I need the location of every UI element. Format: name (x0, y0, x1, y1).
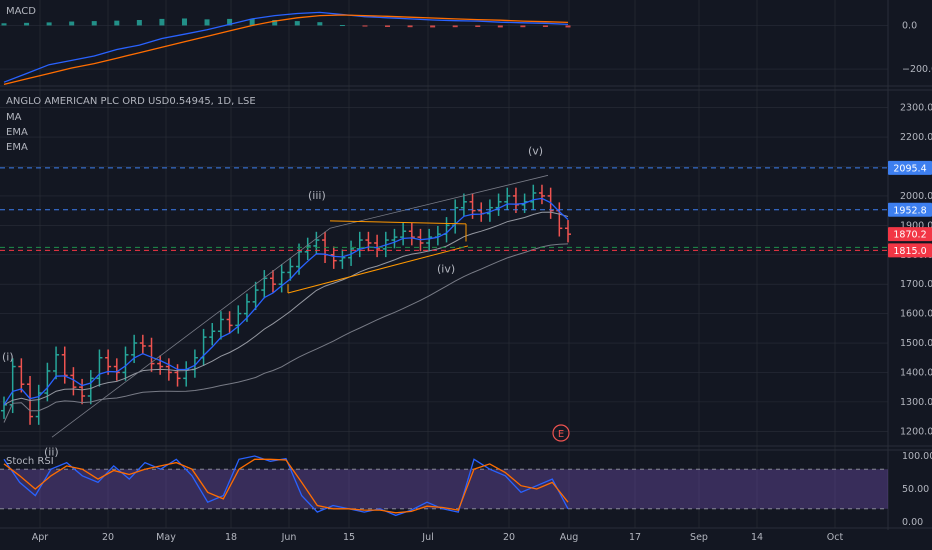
macd-histogram-bar (497, 25, 503, 28)
price-y-tick: 1700.0 (900, 279, 932, 290)
macd-histogram-bar (91, 21, 97, 26)
macd-histogram-bar (181, 18, 187, 26)
macd-histogram-bar (159, 18, 165, 26)
price-y-tick: 1900.0 (900, 220, 932, 231)
macd-histogram-bar (362, 25, 368, 27)
stoch-d-line (3, 458, 569, 514)
macd-histogram-bar (204, 19, 210, 26)
x-tick-label: 20 (102, 532, 114, 543)
x-tick-label: 20 (503, 532, 515, 543)
indicator-legend-item: EMA (6, 142, 28, 153)
earnings-marker-icon (552, 424, 570, 442)
wave-label: (iii) (308, 189, 326, 202)
wave-label: (iv) (437, 262, 455, 275)
wave-label: (ii) (44, 445, 59, 458)
macd-histogram-bar (114, 20, 120, 26)
price-level-tag (888, 160, 932, 175)
macd-histogram-bar (227, 18, 233, 26)
macd-histogram-bar (520, 25, 526, 28)
stoch-k-line (3, 455, 569, 517)
macd-histogram-bar (249, 18, 255, 26)
x-tick-label: Jul (421, 532, 433, 543)
price-level-tag (888, 227, 932, 242)
stoch-rsi-label: Stoch RSI (6, 456, 54, 467)
stoch-y-tick: 0.00 (902, 517, 923, 528)
triangle-upper-line (329, 220, 467, 225)
macd-histogram-bar (1, 23, 7, 26)
ema-fast-line (3, 197, 569, 406)
macd-signal-line (3, 14, 569, 86)
macd-histogram-bar (339, 25, 345, 27)
ma-line (3, 243, 569, 423)
macd-histogram-bar (565, 25, 571, 28)
price-y-tick: 1200.0 (900, 426, 932, 437)
triangle-lower-line (287, 245, 469, 294)
stoch-band (0, 469, 888, 509)
x-tick-label: Jun (281, 532, 297, 543)
price-y-tick: 1400.0 (900, 367, 932, 378)
x-tick-label: Oct (827, 532, 844, 543)
x-tick-label: 17 (629, 532, 641, 543)
wave-label: (i) (2, 351, 14, 364)
ema-slow-line (3, 211, 569, 406)
earnings-marker-label: E (558, 429, 564, 440)
macd-histogram-bar (385, 25, 391, 27)
macd-histogram-bar (24, 22, 30, 26)
price-level-tag-label: 1952.8 (893, 205, 926, 216)
channel-line (329, 174, 549, 229)
price-y-tick: 2300.0 (900, 103, 932, 114)
macd-y-tick: 0.0 (902, 20, 917, 31)
macd-histogram-bar (46, 22, 52, 26)
macd-histogram-bar (136, 20, 142, 26)
macd-histogram-bar (430, 25, 436, 28)
indicator-legend-item: MA (6, 112, 22, 123)
x-tick-label: 18 (225, 532, 237, 543)
price-y-tick: 2000.0 (900, 191, 932, 202)
price-level-tag (888, 202, 932, 217)
macd-histogram-bar (542, 25, 548, 27)
price-chart-title: ANGLO AMERICAN PLC ORD USD0.54945, 1D, L… (6, 96, 256, 107)
macd-histogram-bar (475, 25, 481, 27)
macd-histogram-bar (272, 20, 278, 26)
macd-histogram-bar (294, 21, 300, 26)
x-tick-label: Apr (32, 532, 49, 543)
price-y-tick: 2200.0 (900, 132, 932, 143)
macd-histogram-bar (317, 22, 323, 26)
macd-label: MACD (6, 6, 36, 17)
price-level-tag-label: 2095.4 (893, 163, 926, 174)
macd-histogram-bar (452, 25, 458, 28)
macd-histogram-bar (69, 21, 75, 26)
x-tick-label: 15 (343, 532, 355, 543)
stoch-y-tick: 50.00 (902, 484, 929, 495)
macd-line (3, 11, 569, 83)
price-level-tag (888, 243, 932, 258)
macd-histogram-bar (407, 25, 413, 28)
indicator-legend-item: EMA (6, 127, 28, 138)
price-level-tag-label: 1870.2 (893, 230, 926, 241)
stoch-y-tick: 100.00 (902, 451, 932, 462)
price-level-tag-label: 1815.0 (893, 246, 926, 257)
x-tick-label: Sep (690, 532, 708, 543)
x-tick-label: May (156, 532, 176, 543)
channel-line (51, 227, 331, 438)
wave-label: (v) (528, 145, 543, 158)
macd-y-tick: −200.0 (902, 64, 932, 75)
x-tick-label: 14 (751, 532, 763, 543)
price-y-tick: 1300.0 (900, 397, 932, 408)
price-y-tick: 1600.0 (900, 309, 932, 320)
x-tick-label: Aug (560, 532, 579, 543)
price-y-tick: 1500.0 (900, 338, 932, 349)
